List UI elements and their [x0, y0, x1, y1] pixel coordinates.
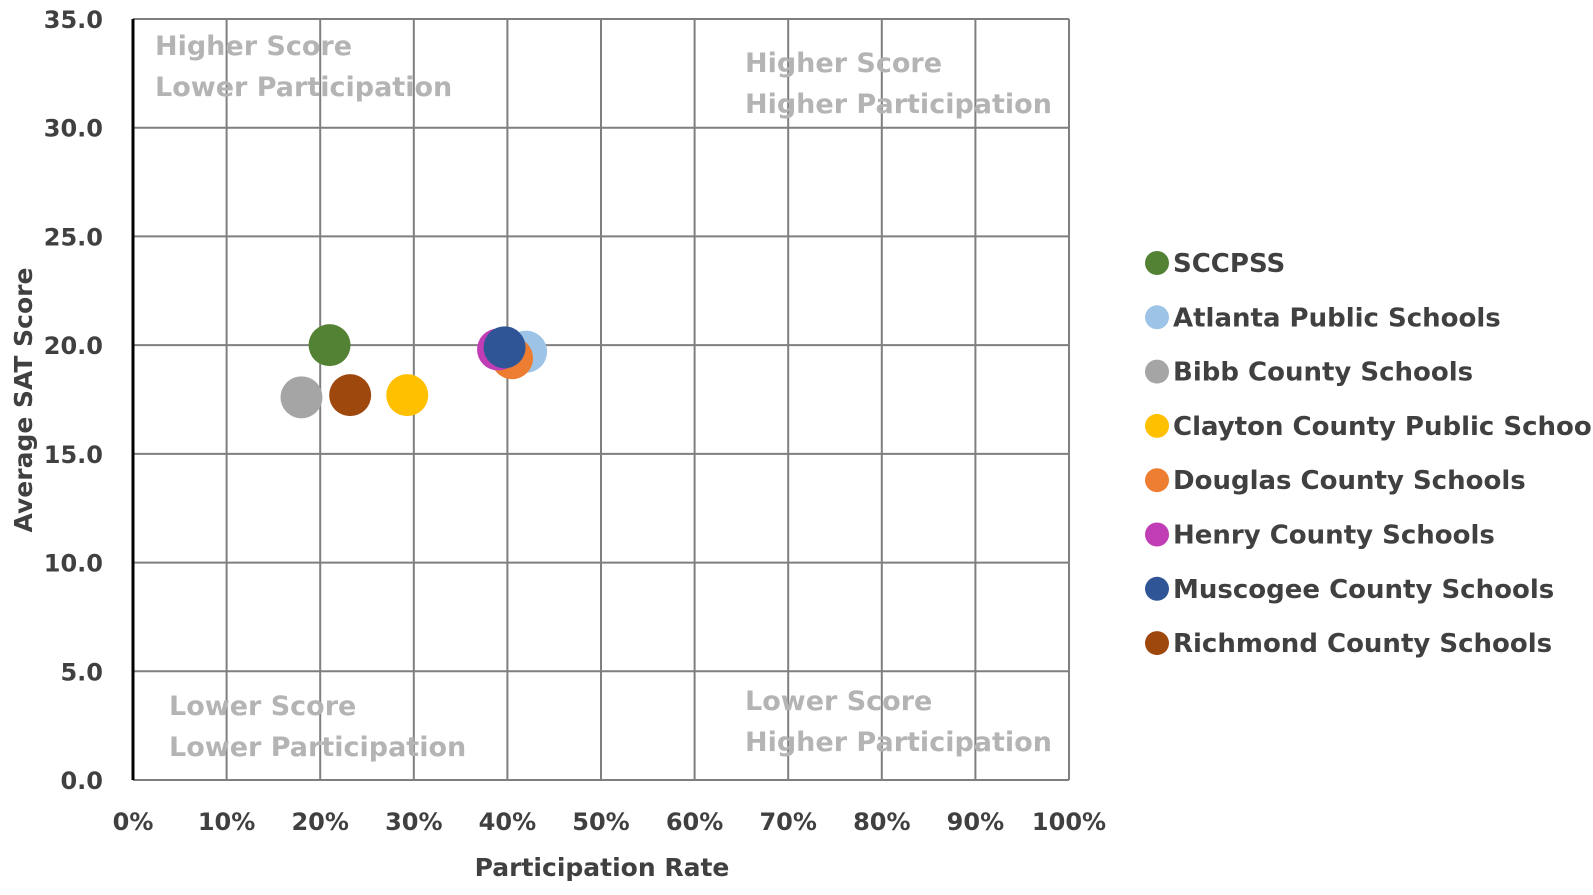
grid-lines: [132, 18, 1070, 781]
quadrant-label: Lower Participation: [169, 732, 466, 763]
legend-marker: [1145, 359, 1169, 384]
x-tick-label: 10%: [198, 808, 255, 836]
data-point: [308, 324, 351, 367]
legend-marker: [1145, 576, 1169, 601]
legend-label: Muscogee County Schools: [1173, 575, 1554, 605]
y-tick-label: 10.0: [44, 550, 103, 578]
x-tick-label: 100%: [1032, 808, 1106, 836]
quadrant-label: Lower Participation: [155, 72, 452, 103]
x-tick-label: 90%: [947, 808, 1004, 836]
legend-label: Clayton County Public Schools: [1173, 412, 1593, 442]
legend-marker: [1145, 305, 1169, 330]
x-tick-labels: 0% 10% 20% 30% 40% 50% 60% 70% 80% 90% 100%: [113, 808, 1106, 836]
data-point: [329, 374, 372, 417]
legend-label: SCCPSS: [1173, 249, 1285, 279]
x-tick-label: 70%: [759, 808, 816, 836]
quadrant-label: Higher Participation: [745, 89, 1052, 120]
y-tick-labels: 0.0 5.0 10.0 15.0 20.0 25.0 30.0 35.0: [44, 6, 103, 795]
x-tick-label: 0%: [113, 808, 154, 836]
x-tick-label: 50%: [572, 808, 629, 836]
legend-label: Atlanta Public Schools: [1173, 303, 1501, 333]
y-axis-title: Average SAT Score: [9, 268, 38, 533]
x-tick-label: 40%: [479, 808, 536, 836]
data-points: [280, 324, 548, 419]
quadrant-label: Higher Score: [155, 31, 352, 62]
legend-label: Henry County Schools: [1173, 521, 1495, 551]
legend: SCCPSS Atlanta Public Schools Bibb County …: [1145, 249, 1593, 659]
legend-marker: [1145, 251, 1169, 275]
x-tick-label: 80%: [853, 808, 910, 836]
quadrant-label: Higher Score: [745, 48, 942, 79]
legend-marker: [1145, 413, 1169, 438]
legend-label: Douglas County Schools: [1173, 466, 1526, 496]
legend-label: Bibb County Schools: [1173, 358, 1473, 388]
legend-marker: [1145, 631, 1169, 656]
data-point: [386, 374, 429, 417]
legend-label: Richmond County Schools: [1173, 629, 1552, 659]
x-tick-label: 30%: [385, 808, 442, 836]
quadrant-labels: Higher Score Lower Participation Higher Sc…: [155, 31, 1052, 763]
y-tick-label: 35.0: [44, 6, 103, 34]
quadrant-label: Lower Score: [745, 686, 932, 717]
y-tick-label: 20.0: [44, 332, 103, 360]
data-point: [483, 326, 526, 369]
x-tick-label: 60%: [666, 808, 723, 836]
y-tick-label: 25.0: [44, 223, 103, 251]
legend-marker: [1145, 522, 1169, 547]
y-tick-label: 5.0: [60, 658, 103, 686]
quadrant-label: Higher Participation: [745, 727, 1052, 758]
data-point: [280, 376, 323, 419]
y-tick-label: 30.0: [44, 115, 103, 143]
y-tick-label: 15.0: [44, 441, 103, 469]
x-axis-title: Participation Rate: [475, 853, 730, 882]
legend-marker: [1145, 468, 1169, 493]
quadrant-label: Lower Score: [169, 691, 356, 722]
y-tick-label: 0.0: [60, 767, 103, 795]
x-tick-label: 20%: [291, 808, 348, 836]
